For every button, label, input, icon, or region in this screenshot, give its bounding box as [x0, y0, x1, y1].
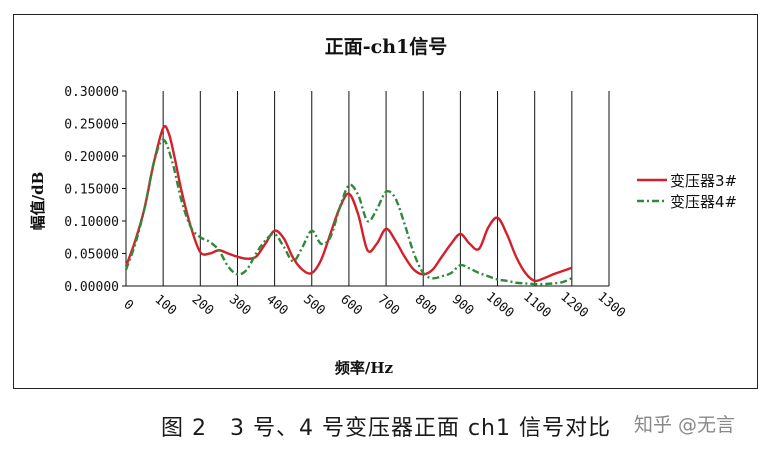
y-tick-label: 0.20000 — [64, 150, 119, 165]
x-tick-label: 900 — [449, 292, 477, 319]
x-tick-label: 500 — [300, 292, 328, 319]
y-tick-label: 0.05000 — [64, 248, 119, 263]
axes — [125, 91, 609, 287]
y-axis-label: 幅值/dB — [29, 172, 47, 231]
grid-lines — [162, 91, 610, 286]
y-tick-label: 0.10000 — [64, 215, 119, 230]
series-line-2 — [124, 138, 573, 286]
x-tick-label: 0 — [120, 297, 136, 314]
x-tick-label: 1200 — [557, 290, 591, 322]
x-tick-label: 1300 — [594, 290, 628, 322]
x-tick-labels: 0 100 200 300 400 500 600 700 800 900 1000 1100 1200… — [120, 290, 628, 322]
x-tick-label: 800 — [412, 292, 440, 319]
x-tick-label: 400 — [263, 292, 291, 319]
x-tick-label: 100 — [152, 292, 180, 319]
watermark: 知乎 @无言 — [634, 414, 736, 436]
x-tick-label: 1000 — [483, 290, 517, 322]
x-tick-label: 600 — [337, 292, 365, 319]
line-chart: 正面-ch1信号 幅值/dB 频率/Hz 0.00000 0.05000 0.100… — [29, 35, 737, 377]
x-tick-label: 300 — [226, 292, 254, 319]
legend-label-2: 变压器4# — [670, 193, 737, 211]
x-tick-label: 200 — [189, 292, 217, 319]
figure-caption: 图 2 3 号、4 号变压器正面 ch1 信号对比 — [161, 416, 611, 441]
y-tick-labels: 0.00000 0.05000 0.10000 0.15000 0.20000 0.250… — [64, 85, 126, 295]
chart-title: 正面-ch1信号 — [325, 35, 448, 58]
y-tick-label: 0.30000 — [64, 85, 119, 100]
x-tick-label: 1100 — [520, 290, 554, 322]
series-lines — [124, 124, 573, 286]
y-tick-label: 0.15000 — [64, 183, 119, 198]
legend-label-1: 变压器3# — [670, 172, 737, 190]
y-tick-label: 0.25000 — [64, 118, 119, 133]
legend: 变压器3# 变压器4# — [637, 172, 737, 211]
x-tick-label: 700 — [375, 292, 403, 319]
y-tick-label: 0.00000 — [64, 280, 119, 295]
x-axis-label: 频率/Hz — [335, 359, 394, 377]
chart-frame: 正面-ch1信号 幅值/dB 频率/Hz 0.00000 0.05000 0.100… — [13, 14, 758, 389]
